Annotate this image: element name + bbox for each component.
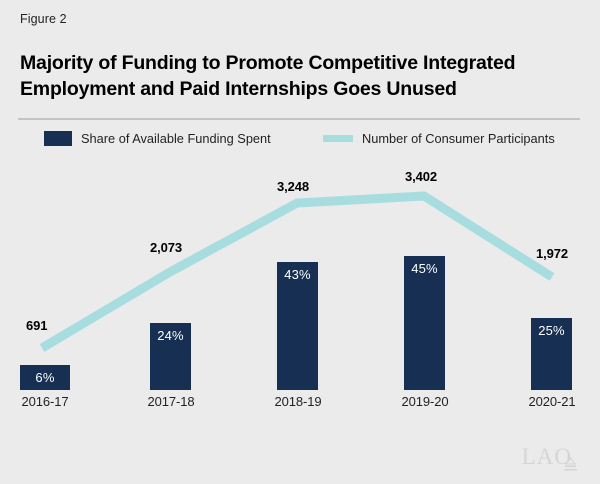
legend-label-bars: Share of Available Funding Spent [81,131,271,146]
x-axis-label-2016-17: 2016-17 [21,394,69,409]
bar-value-label: 24% [157,328,184,343]
legend-line-icon [323,135,353,142]
lao-mark-svg [564,457,577,471]
bar-value-label: 45% [411,261,438,276]
legend-square-icon [44,131,72,146]
line-value-label-2020-21: 1,972 [536,246,569,261]
legend-item-line: Number of Consumer Participants [323,131,555,146]
bar-2018-19[interactable]: 43% [277,262,318,390]
line-value-label-2019-20: 3,402 [405,169,438,184]
x-axis-label-2020-21: 2020-21 [528,394,576,409]
figure-label: Figure 2 [20,12,67,26]
bar-2020-21[interactable]: 25% [531,318,572,390]
line-value-label-2017-18: 2,073 [150,240,183,255]
legend-item-bars: Share of Available Funding Spent [44,131,271,146]
lao-logo-text: LAO [521,444,572,469]
chart-legend: Share of Available Funding Spent Number … [0,131,600,151]
bar-value-label: 43% [284,267,311,282]
x-axis-label-2017-18: 2017-18 [147,394,195,409]
line-value-label-2016-17: 691 [26,318,48,333]
line-value-label-2018-19: 3,248 [277,179,310,194]
bar-value-label: 6% [35,370,55,385]
bar-value-label: 25% [538,323,565,338]
page-title: Majority of Funding to Promote Competiti… [20,50,580,102]
x-axis-label-2019-20: 2019-20 [401,394,449,409]
legend-label-line: Number of Consumer Participants [362,131,555,146]
title-divider [18,118,580,120]
bar-2016-17[interactable]: 6% [20,365,70,390]
bar-2019-20[interactable]: 45% [404,256,445,390]
participants-line [39,191,555,352]
x-axis-label-2018-19: 2018-19 [274,394,322,409]
lao-logo: LAO [521,444,578,471]
lao-logo-mark-icon [563,454,578,471]
title-line-2: Employment and Paid Internships Goes Unu… [20,78,457,100]
bar-2017-18[interactable]: 24% [150,323,191,390]
title-line-1: Majority of Funding to Promote Competiti… [20,52,516,74]
